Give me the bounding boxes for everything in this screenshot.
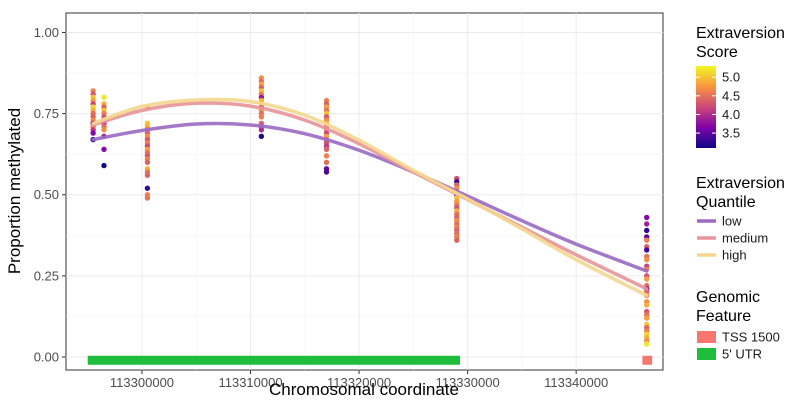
data-point — [90, 130, 96, 136]
x-axis-ticks: 113300000 113310000 113320000 113330000 1133… — [110, 370, 608, 390]
data-point — [101, 146, 107, 153]
feature-legend-label: TSS 1500 — [722, 330, 780, 345]
data-point — [258, 114, 265, 120]
color-scale-ticks: 3.5 4.0 4.5 5.0 — [696, 70, 740, 141]
data-point — [323, 146, 330, 153]
x-tick-label: 113320000 — [327, 375, 391, 390]
data-point — [644, 315, 650, 321]
y-tick-label: 1.00 — [34, 25, 59, 40]
y-axis-title: Proportion methylated — [5, 108, 24, 274]
feature-legend-key — [697, 348, 716, 360]
feature-legend-items: TSS 1500 5' UTR — [697, 330, 780, 362]
data-point — [644, 247, 650, 253]
x-tick-label: 113330000 — [436, 375, 500, 390]
color-tick-label: 4.0 — [722, 107, 740, 122]
feature-legend-title-line-1: Genomic — [696, 289, 760, 306]
color-legend-title-line-1: Extraversion — [696, 25, 785, 42]
data-point — [644, 341, 650, 347]
data-point — [144, 195, 151, 201]
x-tick-label: 113300000 — [110, 375, 174, 390]
color-scale-bar — [696, 66, 716, 148]
series-line-low — [91, 121, 649, 273]
quantile-legend-label: medium — [722, 231, 768, 246]
data-point — [644, 302, 650, 308]
data-point — [258, 127, 265, 133]
quantile-legend-label: high — [722, 248, 747, 263]
color-scale-legend: Extraversion Score 3.5 4.0 4.5 5.0 — [696, 25, 785, 148]
color-tick-label: 4.5 — [722, 88, 740, 103]
quantile-legend-title-line-1: Extraversion — [696, 175, 785, 192]
data-point — [101, 162, 107, 169]
color-tick-label: 5.0 — [722, 70, 740, 85]
feature-legend-label: 5' UTR — [722, 347, 762, 362]
feature-legend-key — [697, 331, 716, 343]
y-axis-ticks: 0.00 0.25 0.50 0.75 1.00 — [34, 25, 66, 365]
data-point — [144, 185, 151, 191]
data-point — [644, 276, 650, 282]
series-line-high — [91, 97, 649, 298]
feature-bar — [87, 355, 461, 365]
data-point — [644, 237, 650, 243]
data-point — [323, 169, 330, 175]
y-tick-label: 0.75 — [34, 106, 59, 121]
genomic-features — [87, 355, 653, 365]
data-point — [101, 127, 107, 133]
data-point — [101, 94, 107, 101]
x-tick-label: 113310000 — [218, 375, 282, 390]
y-tick-label: 0.25 — [34, 268, 59, 283]
x-axis-title: Chromosomal coordinate — [269, 380, 459, 399]
plot-panel — [65, 12, 664, 371]
quantile-legend-title-line-2: Quantile — [696, 194, 756, 211]
y-tick-label: 0.00 — [34, 350, 59, 365]
series-line-medium — [91, 101, 649, 291]
quantile-legend-label: low — [722, 214, 742, 229]
quantile-legend-items: low medium high — [697, 214, 768, 263]
y-tick-label: 0.50 — [34, 187, 59, 202]
color-tick-label: 3.5 — [722, 126, 740, 141]
fitted-curves — [91, 97, 649, 298]
data-point — [644, 227, 650, 234]
color-legend-title-line-2: Score — [696, 44, 738, 61]
data-point — [644, 221, 650, 227]
data-point — [454, 237, 460, 243]
data-point — [323, 159, 330, 165]
data-point — [144, 159, 151, 165]
data-point — [323, 153, 330, 159]
quantile-legend: Extraversion Quantile low medium high — [696, 175, 785, 263]
feature-legend-title-line-2: Feature — [696, 308, 751, 325]
feature-legend: Genomic Feature TSS 1500 5' UTR — [696, 289, 780, 362]
data-point — [144, 172, 151, 178]
data-point — [644, 214, 650, 221]
data-point — [644, 256, 650, 263]
x-tick-label: 113340000 — [544, 375, 608, 390]
data-point — [258, 133, 265, 140]
feature-bar — [642, 355, 653, 365]
